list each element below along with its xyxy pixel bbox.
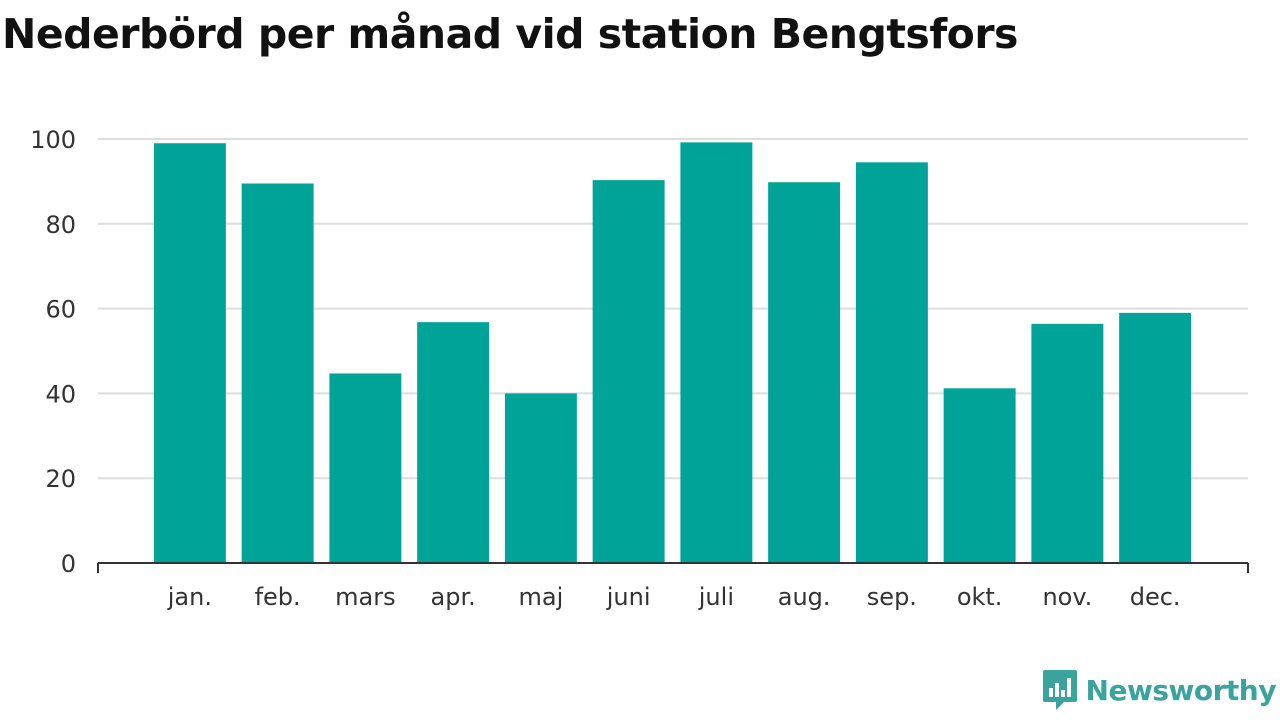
y-tick-label: 20 — [45, 465, 76, 493]
bar — [504, 393, 577, 563]
x-tick-label: okt. — [957, 583, 1003, 611]
chart-title: Nederbörd per månad vid station Bengtsfo… — [2, 10, 1018, 58]
x-tick-label: jan. — [167, 583, 212, 611]
x-tick-label: apr. — [431, 583, 476, 611]
x-tick-label: feb. — [255, 583, 301, 611]
y-tick-label: 80 — [45, 211, 76, 239]
x-tick-label: mars — [335, 583, 395, 611]
y-tick-label: 40 — [45, 380, 76, 408]
bar — [417, 322, 490, 563]
bar — [329, 373, 402, 563]
bar — [1119, 312, 1192, 563]
y-tick-label: 60 — [45, 296, 76, 324]
bar — [592, 180, 665, 564]
x-tick-label: maj — [518, 583, 563, 611]
y-tick-label: 0 — [61, 550, 76, 578]
bar — [855, 162, 928, 563]
bar — [768, 182, 841, 564]
bar — [241, 183, 314, 563]
x-tick-label: nov. — [1042, 583, 1092, 611]
bar — [153, 143, 226, 564]
x-tick-label: juni — [606, 583, 651, 611]
bar — [680, 142, 753, 563]
x-tick-label: dec. — [1130, 583, 1181, 611]
x-tick-label: aug. — [778, 583, 831, 611]
x-tick-label: sep. — [867, 583, 917, 611]
bar — [943, 388, 1016, 563]
y-tick-label: 100 — [30, 126, 76, 154]
brand-logo: Newsworthy — [1042, 668, 1277, 712]
newsworthy-logo-icon — [1042, 670, 1077, 710]
x-tick-label: juli — [698, 583, 734, 611]
brand-name: Newsworthy — [1085, 673, 1277, 707]
bar — [1031, 323, 1104, 563]
